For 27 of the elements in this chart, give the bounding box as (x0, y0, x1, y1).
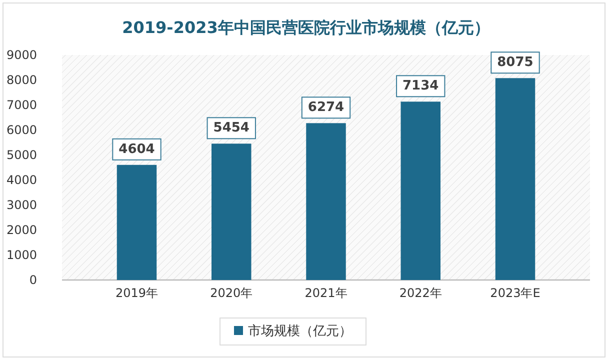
data-label: 7134 (402, 78, 439, 94)
bar (400, 102, 440, 280)
data-label: 6274 (308, 100, 344, 116)
data-label: 4604 (118, 142, 155, 157)
y-tick-label: 8000 (6, 72, 37, 87)
bar (306, 123, 346, 280)
bar (495, 78, 536, 280)
x-tick-label: 2019年 (115, 286, 158, 300)
y-tick-label: 7000 (6, 98, 37, 112)
bar (116, 164, 157, 280)
y-tick-label: 1000 (6, 248, 37, 262)
y-tick-label: 2000 (6, 222, 37, 237)
x-tick-label: 2021年 (304, 286, 348, 300)
x-tick-label: 2023年E (490, 286, 540, 300)
y-tick-label: 5000 (6, 148, 37, 162)
y-tick-label: 9000 (6, 48, 37, 62)
y-tick-label: 3000 (6, 198, 37, 212)
x-tick-label: 2020年 (210, 286, 253, 300)
chart-title: 2019-2023年中国民营医院行业市场规模（亿元） (122, 18, 490, 37)
bar (212, 144, 252, 280)
y-tick-label: 0 (29, 272, 37, 287)
y-tick-label: 4000 (6, 172, 37, 187)
legend-label: 市场规模（亿元） (248, 324, 352, 339)
x-tick-label: 2022年 (399, 286, 442, 300)
data-label: 8075 (497, 55, 534, 70)
y-tick-label: 6000 (6, 122, 37, 137)
data-label: 5454 (213, 120, 250, 136)
